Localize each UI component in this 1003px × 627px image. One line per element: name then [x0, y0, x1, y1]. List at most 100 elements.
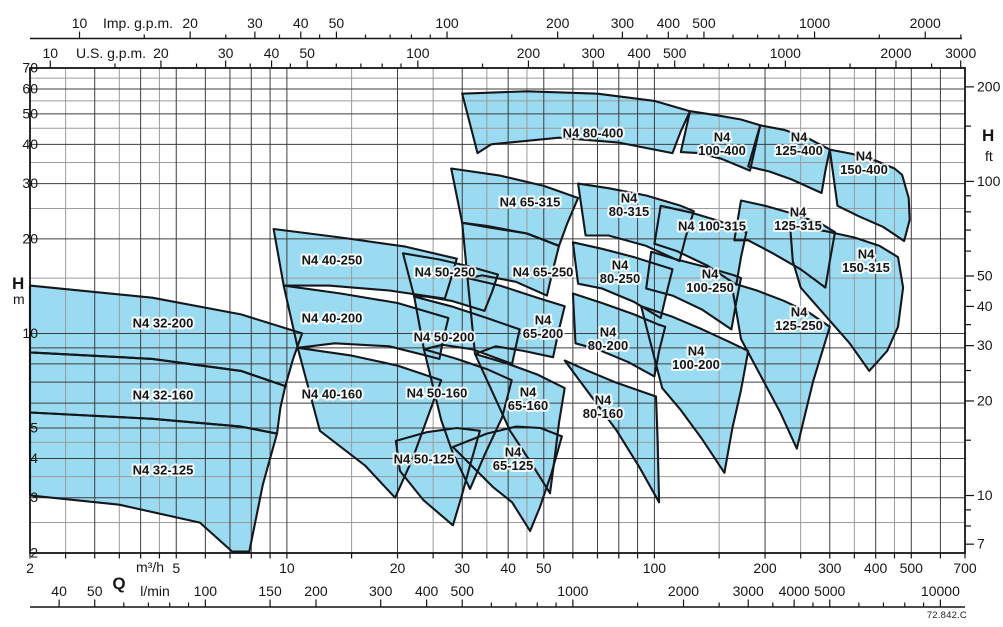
- pump-region-label: 100-400: [698, 143, 746, 158]
- svg-text:2: 2: [30, 545, 38, 561]
- svg-text:10: 10: [977, 487, 993, 503]
- pump-region-outline: [571, 241, 674, 320]
- svg-text:5000: 5000: [814, 583, 845, 599]
- pump-region-outline: [394, 426, 481, 527]
- pump-region-outline: [733, 199, 837, 289]
- pump-region-label: 65-160: [508, 398, 548, 413]
- svg-text:10: 10: [279, 560, 295, 576]
- svg-text:50: 50: [329, 15, 345, 31]
- svg-text:300: 300: [818, 560, 842, 576]
- svg-text:1000: 1000: [799, 15, 830, 31]
- svg-text:10: 10: [43, 45, 59, 61]
- svg-text:m: m: [13, 291, 25, 307]
- pump-region-labels: N4 32-200 N4 32-160 N4 32-125 N4 40-250 N4 4…: [131, 124, 892, 480]
- pump-region-outline: [413, 295, 521, 365]
- us-gpm-axis: 10 20 30 40 50 100 200 300 400 500 1000 2000 3000 U.S…: [43, 45, 976, 68]
- pump-region-label: N4 40-200: [302, 311, 363, 326]
- svg-text:500: 500: [900, 560, 924, 576]
- svg-text:20: 20: [22, 230, 38, 246]
- pump-region-outline: [653, 204, 748, 286]
- svg-text:50: 50: [299, 45, 315, 61]
- pump-region-label: N4 50-160: [407, 386, 468, 401]
- pump-region: [654, 205, 747, 285]
- pump-region: [829, 149, 910, 241]
- pump-region-label: N4: [688, 344, 705, 359]
- svg-text:400: 400: [864, 560, 888, 576]
- pump-region-outline: [563, 359, 661, 504]
- pump-region-label: N4: [714, 130, 731, 145]
- pump-region: [462, 91, 690, 154]
- pump-region-label: N4 50-125: [394, 452, 455, 467]
- pump-region-outline: [747, 124, 831, 195]
- pump-region: [680, 111, 761, 171]
- pump-region-label: 125-250: [775, 318, 823, 333]
- pump-region-outline: [401, 252, 499, 312]
- svg-text:20: 20: [390, 560, 406, 576]
- svg-text:300: 300: [581, 45, 605, 61]
- svg-text:10000: 10000: [921, 583, 960, 599]
- pump-region: [564, 360, 660, 503]
- svg-text:400: 400: [657, 15, 681, 31]
- pump-region-label: 80-160: [583, 406, 623, 421]
- imp-gpm-axis: 30 40 50 100 200 300 400 500 1000 2000 10 20 Imp. g.…: [30, 15, 962, 40]
- pump-region-label: N4 100-315: [678, 219, 746, 234]
- svg-text:40: 40: [977, 298, 993, 314]
- pump-region-label: N4: [791, 130, 808, 145]
- pump-region-label: N4 65-250: [513, 265, 574, 280]
- pump-region-label: N4 50-200: [414, 330, 475, 345]
- svg-text:300: 300: [611, 15, 635, 31]
- pump-region: [30, 352, 286, 434]
- svg-text:20: 20: [182, 15, 198, 31]
- svg-text:40: 40: [293, 15, 309, 31]
- svg-text:100: 100: [435, 15, 459, 31]
- h-ft-axis-title: H: [982, 126, 994, 145]
- svg-text:100: 100: [194, 583, 218, 599]
- svg-text:U.S. g.p.m.: U.S. g.p.m.: [76, 45, 146, 61]
- pump-region-label: N4: [520, 385, 537, 400]
- h-m-axis: 70 60 50 40 30 20 10 5 4 3 2 Hm: [12, 60, 38, 561]
- pump-region-outline: [272, 227, 458, 300]
- pump-region-label: N4 50-250: [415, 265, 476, 280]
- pump-region-outline: [296, 346, 443, 499]
- pump-region: [30, 285, 303, 387]
- pump-region-outline: [571, 292, 667, 378]
- pump-region-outline: [28, 411, 279, 553]
- pump-region: [731, 282, 830, 449]
- pump-region-outline: [577, 182, 695, 263]
- pump-region-label: 65-125: [493, 458, 533, 473]
- pump-region-outline: [640, 305, 750, 474]
- svg-text:200: 200: [977, 78, 1001, 94]
- pump-region-label: 125-400: [775, 143, 823, 158]
- pump-region-label: N4: [621, 191, 638, 206]
- svg-text:50: 50: [87, 583, 103, 599]
- pump-region-label: 80-315: [609, 204, 649, 219]
- pump-region-label: N4 32-160: [133, 388, 194, 403]
- svg-text:2: 2: [26, 560, 34, 576]
- pump-region-label: N4 80-400: [563, 126, 624, 141]
- pump-region-label: N4: [856, 149, 873, 164]
- pump-region-label: 80-250: [600, 271, 640, 286]
- h-ft-axis: 200 100 50 40 30 20 10 7 Hft: [965, 78, 1001, 552]
- svg-text:500: 500: [663, 45, 687, 61]
- svg-text:5: 5: [30, 420, 38, 436]
- pump-region-label: N4 32-125: [133, 463, 194, 478]
- pump-region-outline: [789, 224, 905, 372]
- svg-text:200: 200: [517, 45, 541, 61]
- svg-text:400: 400: [627, 45, 651, 61]
- pump-region-outline: [422, 348, 513, 490]
- svg-text:50: 50: [22, 105, 38, 121]
- pump-region-outline: [466, 277, 566, 359]
- svg-text:2000: 2000: [668, 583, 699, 599]
- pump-region-label: N4: [790, 205, 807, 220]
- svg-text:30: 30: [454, 560, 470, 576]
- svg-text:20: 20: [153, 45, 169, 61]
- svg-text:2000: 2000: [910, 15, 941, 31]
- pump-region-label: N4: [600, 325, 617, 340]
- pump-region-label: N4: [858, 247, 875, 262]
- pump-region-label: N4 32-200: [133, 316, 194, 331]
- svg-text:30: 30: [247, 15, 263, 31]
- svg-text:60: 60: [22, 81, 38, 97]
- pump-region-label: N4: [535, 313, 552, 328]
- pump-region-outline: [461, 221, 561, 297]
- pump-region-outline: [461, 90, 692, 155]
